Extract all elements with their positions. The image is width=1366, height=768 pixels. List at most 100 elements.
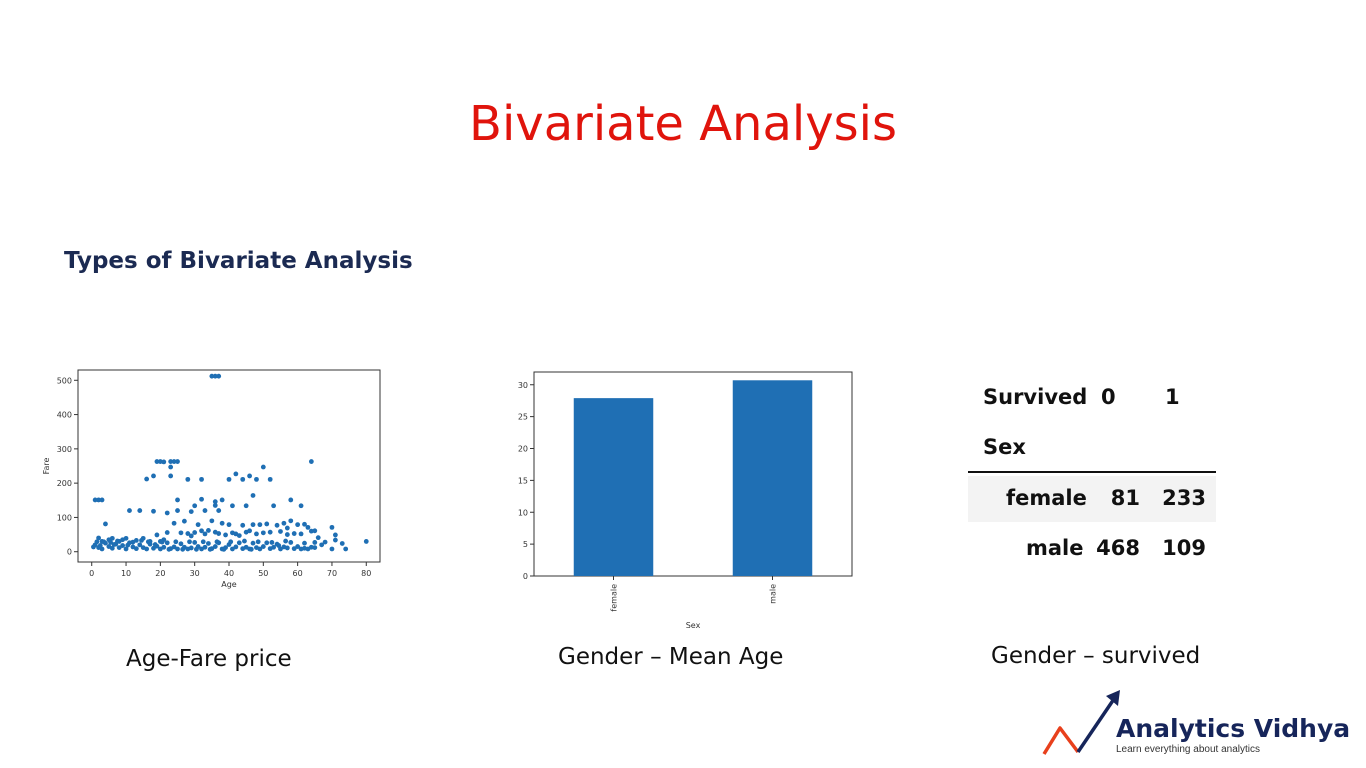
y-tick-label: 15 [518,476,528,485]
scatter-point [94,539,100,545]
scatter-point [206,528,211,533]
x-tick-label: male [769,584,778,604]
plot-area [77,369,381,563]
scatter-point [187,539,192,545]
scatter-point [175,459,180,464]
scatter-point [329,546,335,552]
y-tick-label: 100 [57,513,72,522]
scatter-point [193,546,199,552]
x-tick-label: 70 [327,569,337,578]
table-header-rule [968,471,1216,473]
scatter-point [101,539,107,545]
x-tick-label: 0 [89,569,94,578]
scatter-point [363,539,369,544]
scatter-point [302,540,307,546]
y-tick-label: 10 [518,508,528,517]
row-label-male: male [1026,536,1084,560]
slide-title: Bivariate Analysis [469,96,897,152]
y-axis-label: Fare [42,458,51,475]
table-row-shading [968,476,1216,522]
scatter-point [255,539,261,545]
caption-gender-mean-age: Gender – Mean Age [558,644,784,670]
scatter-point [91,544,96,550]
scatter-point [212,373,218,379]
x-tick-label: 60 [293,569,303,578]
scatter-point [123,546,129,552]
scatter-point [180,546,186,552]
scatter-point [161,459,167,465]
scatter-point [154,459,160,464]
scatter-point [144,476,150,482]
scatter-point [295,522,301,528]
scatter-point [192,530,198,535]
x-tick-label: 20 [155,569,165,578]
scatter-point [171,459,177,464]
scatter-point [276,543,282,548]
scatter-point [166,546,172,552]
index-name: Sex [983,435,1026,459]
scatter-point [332,537,338,543]
scatter-point [97,543,103,548]
scatter-point [240,476,246,482]
scatter-point [202,508,208,513]
x-tick-label: 40 [224,569,234,578]
logo-arrow-icon [1042,690,1120,755]
scatter-point [228,539,234,545]
y-tick-label: 0 [523,572,528,581]
scatter-point [233,544,239,550]
x-axis-label: Sex [686,621,701,630]
scatter-point [127,508,132,513]
x-tick-label: female [610,584,619,612]
scatter-point [298,546,304,552]
x-tick-label: 30 [190,569,200,578]
scatter-point [283,538,289,544]
scatter-point [219,497,225,503]
scatter-point [216,373,222,379]
scatter-point [109,535,115,541]
y-tick-label: 30 [518,381,528,390]
scatter-point [151,508,156,514]
bar-male [732,380,813,576]
y-tick-label: 0 [67,548,72,557]
scatter-point [96,497,101,503]
scatter-point [212,544,218,549]
scatter-point [168,464,174,470]
scatter-point [302,521,307,527]
scatter-point [199,528,204,534]
scatter-point [212,503,218,508]
scatter-point [242,538,247,544]
scatter-point [322,539,328,545]
scatter-point [109,545,115,551]
scatter-point [173,539,179,545]
scatter-point [315,535,321,541]
scatter-point [123,535,129,541]
y-tick-label: 300 [57,445,72,454]
scatter-point [308,544,314,550]
scatter-point [343,546,349,552]
x-tick-label: 10 [121,569,131,578]
scatter-point [240,522,246,528]
scatter-point [226,522,232,528]
scatter-point [319,542,325,548]
scatter-point [133,538,139,543]
scatter-point [223,532,228,538]
gender-mean-age-bar-chart: 0 5 10 15 20 25 30 female male Sex [518,371,853,630]
column-header-0: 0 [1101,385,1116,409]
scatter-point [332,532,338,538]
scatter-point [281,520,287,526]
scatter-point [221,546,227,552]
scatter-point [274,522,280,528]
y-tick-label: 500 [57,376,72,385]
scatter-point [209,373,215,379]
scatter-point [175,546,180,552]
scatter-point [181,518,187,524]
scatter-point [145,539,151,545]
scatter-point [254,531,259,537]
scatter-point [248,546,254,552]
scatter-point [207,546,213,552]
scatter-point [267,476,273,482]
scatter-point [115,538,120,544]
scatter-point [171,520,177,526]
scatter-point [295,544,301,549]
scatter-point [243,503,249,509]
